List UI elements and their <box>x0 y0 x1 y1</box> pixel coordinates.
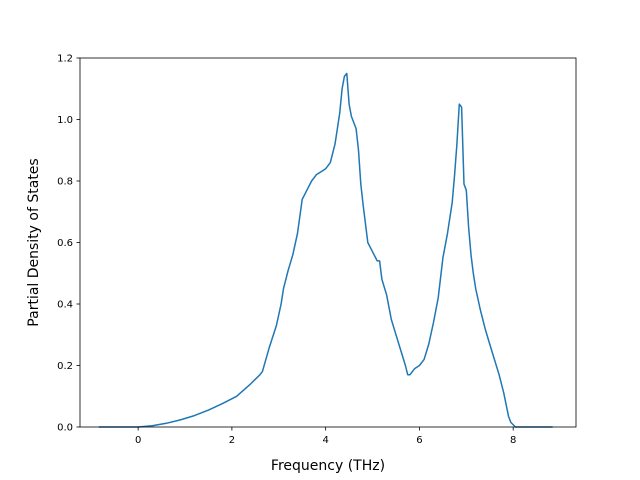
y-tick-label: 1.2 <box>57 54 73 65</box>
x-tick-label: 4 <box>322 435 328 446</box>
y-axis-label: Partial Density of States <box>26 158 42 326</box>
x-tick-label: 6 <box>416 435 422 446</box>
y-tick-label: 0.8 <box>57 177 73 188</box>
y-tick-label: 0.2 <box>57 361 73 372</box>
x-axis-label: Frequency (THz) <box>271 458 385 474</box>
y-tick-label: 0.0 <box>57 423 73 434</box>
y-tick-label: 0.6 <box>57 238 73 249</box>
pdos-series-line <box>98 72 553 428</box>
axes-frame <box>79 57 577 428</box>
y-tick-label: 0.4 <box>57 300 73 311</box>
x-tick-label: 2 <box>229 435 235 446</box>
x-tick-label: 0 <box>135 435 141 446</box>
axis-ticks: 0 2 4 6 8 0.0 0.2 0.4 0.6 0.8 1.0 1.2 <box>57 54 516 447</box>
y-tick-label: 1.0 <box>57 115 73 126</box>
x-tick-label: 8 <box>510 435 516 446</box>
plot-area <box>98 72 553 428</box>
